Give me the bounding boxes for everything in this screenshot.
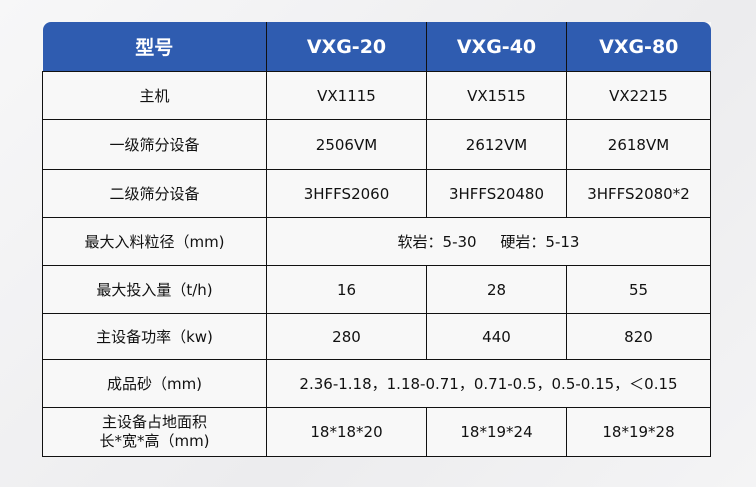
header-vxg80: VXG-80	[566, 22, 711, 72]
cell: 18*19*24	[426, 407, 567, 457]
cell: 440	[426, 313, 567, 360]
table-row: 最大入料粒径（mm) 软岩：5-30 硬岩：5-13	[42, 217, 711, 266]
merged-cell: 软岩：5-30 硬岩：5-13	[266, 217, 711, 266]
row-label: 成品砂（mm)	[42, 359, 267, 408]
cell: 3HFFS20480	[426, 169, 567, 218]
table-row: 主设备功率（kw) 280 440 820	[42, 313, 711, 360]
cell: 820	[566, 313, 711, 360]
table-row: 成品砂（mm) 2.36-1.18，1.18-0.71，0.71-0.5，0.5…	[42, 359, 711, 408]
cell: 2618VM	[566, 119, 711, 170]
cell: 18*19*28	[566, 407, 711, 457]
cell: VX1115	[266, 71, 427, 120]
cell: 3HFFS2060	[266, 169, 427, 218]
header-model: 型号	[42, 22, 267, 72]
row-label-line2: 长*宽*高（mm)	[99, 432, 210, 450]
row-label-line1: 主设备占地面积	[101, 413, 207, 431]
row-label: 最大入料粒径（mm)	[42, 217, 267, 266]
row-label: 一级筛分设备	[42, 119, 267, 170]
row-label: 主设备占地面积 长*宽*高（mm)	[42, 407, 267, 457]
cell: 28	[426, 265, 567, 314]
table-row: 一级筛分设备 2506VM 2612VM 2618VM	[42, 119, 711, 170]
row-label: 二级筛分设备	[42, 169, 267, 218]
cell: 2506VM	[266, 119, 427, 170]
cell: VX2215	[566, 71, 711, 120]
merged-cell: 2.36-1.18，1.18-0.71，0.71-0.5，0.5-0.15，＜0…	[266, 359, 711, 408]
header-row: 型号 VXG-20 VXG-40 VXG-80	[42, 22, 711, 72]
cell: 18*18*20	[266, 407, 427, 457]
table-row: 最大投入量（t/h) 16 28 55	[42, 265, 711, 314]
cell: 2612VM	[426, 119, 567, 170]
table-row: 二级筛分设备 3HFFS2060 3HFFS20480 3HFFS2080*2	[42, 169, 711, 218]
cell: VX1515	[426, 71, 567, 120]
cell: 3HFFS2080*2	[566, 169, 711, 218]
row-label: 最大投入量（t/h)	[42, 265, 267, 314]
table-row: 主机 VX1115 VX1515 VX2215	[42, 71, 711, 120]
cell: 280	[266, 313, 427, 360]
row-label: 主设备功率（kw)	[42, 313, 267, 360]
table-row: 主设备占地面积 长*宽*高（mm) 18*18*20 18*19*24 18*1…	[42, 407, 711, 457]
spec-table: 型号 VXG-20 VXG-40 VXG-80 主机 VX1115 VX1515…	[42, 22, 711, 457]
row-label: 主机	[42, 71, 267, 120]
cell: 55	[566, 265, 711, 314]
cell: 16	[266, 265, 427, 314]
header-vxg40: VXG-40	[426, 22, 567, 72]
header-vxg20: VXG-20	[266, 22, 427, 72]
